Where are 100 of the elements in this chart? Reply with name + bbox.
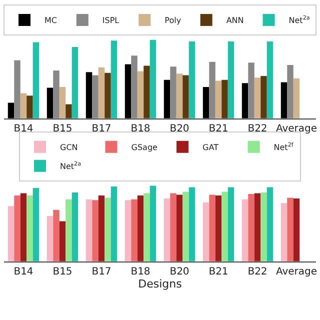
bar [170, 66, 176, 118]
bar [98, 196, 105, 262]
x-tick-label: B18 [130, 123, 150, 134]
legend-label: GSage [131, 142, 158, 152]
bar [104, 198, 111, 262]
bar [215, 80, 222, 118]
x-tick-label: Average [276, 123, 318, 134]
legend-label: MC [44, 16, 58, 26]
bar [202, 202, 210, 262]
bar [26, 196, 33, 262]
bar [8, 206, 14, 262]
bar [86, 199, 92, 262]
bar [14, 60, 20, 118]
bar [209, 62, 216, 118]
x-tick-label: B22 [248, 123, 268, 134]
bar [260, 192, 267, 262]
legend-label: GAT [202, 142, 219, 152]
bar [266, 41, 274, 118]
bar [72, 192, 78, 262]
bar [176, 74, 183, 118]
bar [20, 193, 27, 262]
bar [124, 200, 132, 262]
bar [202, 87, 210, 118]
bar [137, 71, 144, 118]
legend-label: ANN [226, 16, 244, 26]
x-tick-label: Average [276, 266, 318, 278]
bar [144, 193, 150, 262]
bar [170, 193, 176, 262]
bar [53, 70, 60, 118]
bar [8, 102, 14, 118]
bar [150, 186, 156, 262]
bar [20, 93, 27, 118]
bar [164, 198, 170, 262]
bar [287, 65, 294, 118]
legend-label: Net$^{2a}$ [288, 14, 310, 26]
x-tick-label: B20 [170, 123, 190, 134]
bar [182, 192, 189, 262]
bar [209, 194, 216, 262]
bar [176, 194, 183, 262]
x-tick-label: B15 [52, 123, 72, 134]
bar [110, 40, 118, 118]
legend-label: GCN [60, 142, 78, 152]
bar [254, 78, 261, 118]
bar [110, 186, 118, 262]
bar [260, 76, 267, 118]
x-tick-label: B14 [14, 123, 34, 134]
bar [248, 62, 254, 118]
bar [293, 78, 300, 118]
bar [104, 72, 111, 118]
bar [72, 46, 78, 118]
bar [59, 221, 66, 262]
bar [144, 66, 150, 118]
bar [53, 210, 60, 262]
bar [266, 187, 274, 262]
bar [222, 80, 228, 118]
bar [215, 196, 222, 262]
bar [280, 82, 288, 118]
bar [131, 56, 138, 118]
bar [46, 88, 54, 118]
legend-label: ISPL [102, 16, 120, 26]
bar [242, 83, 248, 118]
bar [228, 187, 234, 262]
bar [66, 104, 72, 118]
bar [124, 64, 132, 118]
bar [254, 193, 261, 262]
bar [92, 200, 98, 262]
bar [32, 42, 40, 118]
bar [26, 96, 33, 118]
bar [14, 196, 20, 262]
x-tick-label: B22 [248, 266, 268, 278]
bar [182, 75, 189, 118]
bar [32, 188, 40, 262]
x-axis-title: Designs [138, 277, 182, 290]
bar [248, 194, 254, 262]
x-tick-label: B18 [130, 266, 150, 278]
legend-label: Net$^{2f}$ [274, 142, 294, 152]
bar [66, 199, 72, 262]
bar [242, 199, 248, 262]
bar [164, 80, 170, 118]
x-tick-label: B14 [14, 266, 34, 278]
x-tick-label: B20 [170, 266, 190, 278]
legend-label: Net$^{2a}$ [60, 160, 82, 171]
bar [150, 40, 156, 118]
bar [59, 87, 66, 118]
x-tick-label: B17 [92, 123, 112, 134]
bar [92, 75, 98, 118]
bar [293, 198, 300, 262]
bar [222, 192, 228, 262]
bar [98, 67, 105, 118]
x-tick-label: B21 [208, 266, 228, 278]
bar [137, 196, 144, 262]
bar [131, 199, 138, 262]
bar [228, 41, 234, 118]
bar [280, 203, 288, 262]
x-tick-label: B17 [92, 266, 112, 278]
bar [287, 198, 294, 262]
x-tick-label: B15 [52, 266, 72, 278]
bar [188, 41, 196, 118]
legend-label: Poly [164, 16, 182, 26]
bar [86, 72, 92, 118]
